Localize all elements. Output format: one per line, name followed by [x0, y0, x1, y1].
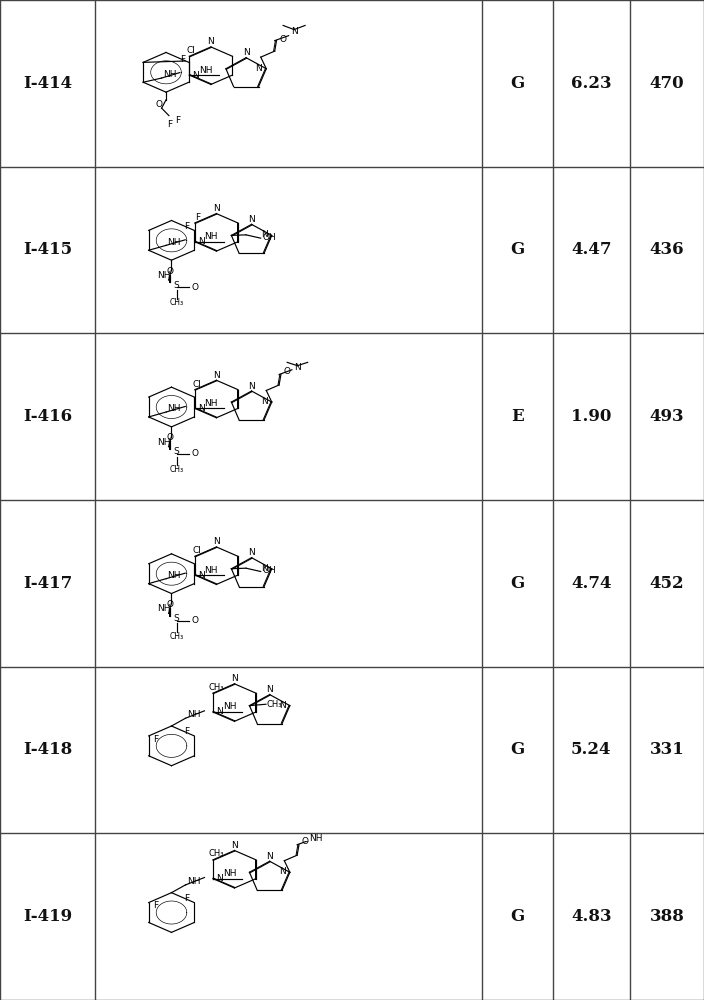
Text: NH: NH: [222, 702, 236, 711]
Text: G: G: [510, 908, 524, 925]
Text: 4.83: 4.83: [571, 908, 612, 925]
Text: 5.24: 5.24: [571, 742, 612, 758]
Text: O: O: [279, 35, 287, 44]
Text: N: N: [198, 404, 205, 413]
Text: I-414: I-414: [23, 75, 72, 92]
Text: NH: NH: [205, 399, 218, 408]
Text: F: F: [195, 213, 201, 222]
Text: N: N: [294, 363, 301, 372]
Text: I-416: I-416: [23, 408, 72, 425]
Text: N: N: [198, 237, 205, 246]
Text: NH: NH: [157, 438, 170, 447]
Text: 1.90: 1.90: [571, 408, 612, 425]
Text: S: S: [174, 614, 180, 623]
Text: CH₃: CH₃: [170, 632, 184, 641]
Text: 452: 452: [650, 575, 684, 592]
Text: NH: NH: [168, 238, 181, 247]
Text: N: N: [249, 215, 255, 224]
Text: G: G: [510, 575, 524, 592]
Text: Cl: Cl: [192, 546, 201, 555]
Text: OH: OH: [263, 566, 277, 575]
Text: O: O: [191, 283, 199, 292]
Text: N: N: [213, 371, 220, 380]
Text: N: N: [249, 548, 255, 557]
Text: F: F: [167, 120, 172, 129]
Text: N: N: [243, 48, 249, 57]
Text: F: F: [184, 222, 189, 231]
Text: NH: NH: [205, 566, 218, 575]
Text: N: N: [198, 571, 205, 580]
Text: G: G: [510, 742, 524, 758]
Text: I-418: I-418: [23, 742, 72, 758]
Text: O: O: [167, 600, 174, 609]
Text: N: N: [266, 852, 273, 861]
Text: 4.74: 4.74: [571, 575, 612, 592]
Text: O: O: [167, 433, 174, 442]
Text: F: F: [153, 735, 158, 744]
Text: NH: NH: [168, 404, 181, 413]
Text: NH: NH: [222, 869, 236, 878]
Text: O: O: [191, 616, 199, 625]
Text: CH₃: CH₃: [170, 298, 184, 307]
Text: O: O: [284, 367, 291, 376]
Text: S: S: [174, 447, 180, 456]
Text: CH₃: CH₃: [170, 465, 184, 474]
Text: NH: NH: [199, 66, 213, 75]
Text: N: N: [261, 397, 268, 406]
Text: F: F: [180, 55, 185, 64]
Text: O: O: [191, 449, 199, 458]
Text: N: N: [249, 382, 255, 391]
Text: I-417: I-417: [23, 575, 72, 592]
Text: N: N: [231, 674, 238, 683]
Text: NH: NH: [157, 604, 170, 613]
Text: F: F: [153, 901, 158, 910]
Text: O: O: [167, 267, 174, 276]
Text: G: G: [510, 75, 524, 92]
Text: N: N: [216, 707, 223, 716]
Text: F: F: [184, 727, 189, 736]
Text: N: N: [208, 37, 214, 46]
Text: 388: 388: [650, 908, 684, 925]
Text: NH: NH: [163, 70, 176, 79]
Text: Cl: Cl: [187, 46, 196, 55]
Text: N: N: [193, 71, 199, 80]
Text: 470: 470: [650, 75, 684, 92]
Text: 493: 493: [650, 408, 684, 425]
Text: N: N: [261, 564, 268, 573]
Text: N: N: [231, 841, 238, 850]
Text: NH: NH: [187, 710, 200, 719]
Text: I-419: I-419: [23, 908, 72, 925]
Text: N: N: [216, 874, 223, 883]
Text: F: F: [175, 116, 181, 125]
Text: NH: NH: [168, 571, 181, 580]
Text: OH: OH: [263, 233, 277, 242]
Text: N: N: [266, 685, 273, 694]
Text: N: N: [213, 537, 220, 546]
Text: N: N: [291, 27, 298, 36]
Text: Cl: Cl: [192, 380, 201, 389]
Text: NH: NH: [205, 232, 218, 241]
Text: N: N: [213, 204, 220, 213]
Text: NH: NH: [187, 877, 200, 886]
Text: I-415: I-415: [23, 241, 72, 258]
Text: CH₃: CH₃: [208, 683, 224, 692]
Text: CH₃: CH₃: [267, 700, 282, 709]
Text: N: N: [279, 867, 286, 876]
Text: 436: 436: [650, 241, 684, 258]
Text: N: N: [279, 701, 286, 710]
Text: E: E: [511, 408, 524, 425]
Text: N: N: [261, 230, 268, 239]
Text: O: O: [302, 837, 309, 846]
Text: 6.23: 6.23: [571, 75, 612, 92]
Text: G: G: [510, 241, 524, 258]
Text: 331: 331: [650, 742, 684, 758]
Text: NH: NH: [157, 271, 170, 280]
Text: N: N: [256, 64, 263, 73]
Text: CH₃: CH₃: [208, 849, 224, 858]
Text: O: O: [156, 100, 163, 109]
Text: F: F: [184, 894, 189, 903]
Text: S: S: [174, 281, 180, 290]
Text: 4.47: 4.47: [571, 241, 612, 258]
Text: NH: NH: [310, 834, 323, 843]
